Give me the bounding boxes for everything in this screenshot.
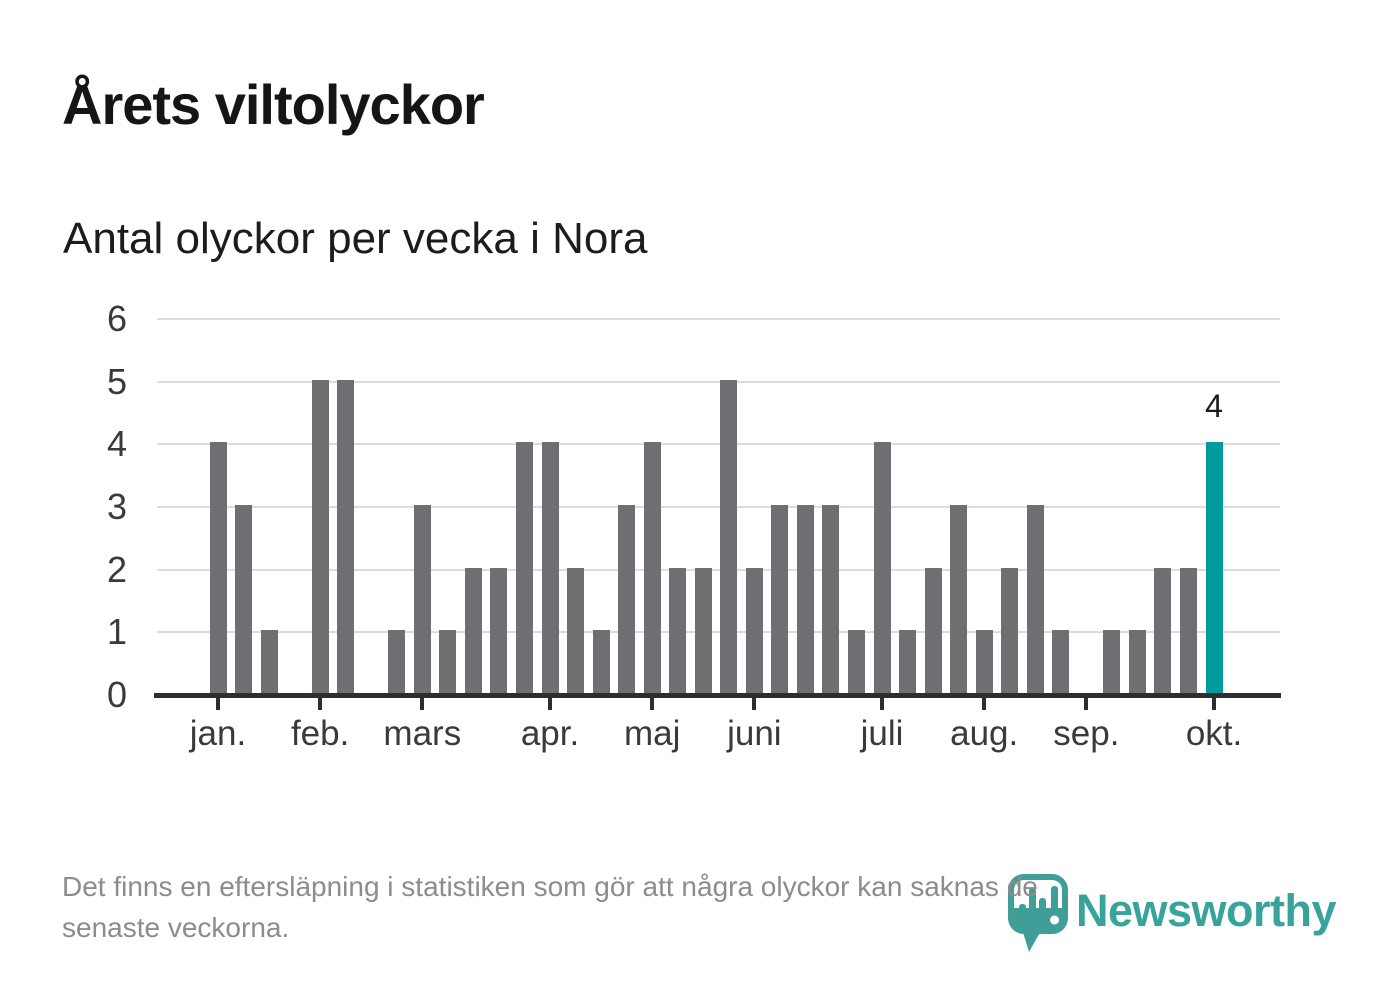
x-tick-juni (752, 698, 757, 710)
footer-note-line-1: Det finns en eftersläpning i statistiken… (62, 871, 1038, 902)
page-title: Årets viltolyckor (62, 73, 485, 136)
newsworthy-logo-icon (1008, 874, 1068, 952)
bar-week-2 (235, 505, 253, 693)
x-tick-apr (548, 698, 553, 710)
chart-subtitle: Antal olyckor per vecka i Nora (63, 214, 648, 263)
bar-week-39 (1180, 567, 1198, 693)
bar-week-5 (311, 379, 329, 693)
bar-week-36 (1103, 630, 1121, 693)
footer-note: Det finns en eftersläpning i statistiken… (62, 866, 1332, 948)
bar-week-33 (1026, 505, 1044, 693)
newsworthy-logo: Newsworthy (1008, 874, 1338, 974)
x-tick-aug (982, 698, 987, 710)
bar-week-20 (694, 567, 712, 693)
bar-week-30 (950, 505, 968, 693)
bar-week-6 (337, 379, 355, 693)
bar-week-22 (745, 567, 763, 693)
bar-week-38 (1154, 567, 1172, 693)
bar-week-9 (413, 505, 431, 693)
y-axis-label-1: 1 (106, 611, 127, 653)
bar-week-32 (1001, 567, 1019, 693)
x-tick-sep (1084, 698, 1089, 710)
bar-week-31 (975, 630, 993, 693)
bar-week-18 (643, 442, 661, 693)
x-axis-label-okt: okt. (1185, 714, 1243, 753)
y-axis-label-2: 2 (106, 548, 127, 590)
bar-week-34 (1052, 630, 1070, 693)
x-axis-label-maj: maj (623, 714, 681, 753)
bar-week-14 (541, 442, 559, 693)
gridline-y-1 (157, 631, 1280, 634)
bar-week-1 (209, 442, 227, 693)
x-axis-label-mars: mars (383, 714, 462, 753)
x-axis-label-juni: juni (727, 714, 782, 753)
gridline-y-2 (157, 568, 1280, 571)
y-axis-label-3: 3 (106, 486, 127, 527)
gridline-y-5 (157, 380, 1280, 383)
y-axis-label-0: 0 (106, 674, 127, 715)
x-tick-jan (216, 698, 220, 710)
bar-week-28 (899, 630, 917, 693)
bar-week-16 (592, 630, 610, 693)
bar-week-15 (567, 567, 585, 693)
bar-week-8 (388, 630, 406, 693)
gridline-y-6 (157, 318, 1280, 320)
x-tick-mars (420, 698, 425, 710)
bar-week-23 (771, 505, 789, 693)
footer-note-line-2: senaste veckorna. (62, 912, 290, 943)
bar-week-26 (848, 630, 865, 693)
bar-week-40-highlight (1205, 442, 1223, 693)
newsworthy-wordmark: Newsworthy (1076, 885, 1337, 936)
highlight-value-label: 4 (1205, 388, 1223, 425)
x-tick-feb (318, 698, 323, 710)
bar-week-17 (618, 505, 636, 693)
bar-week-25 (822, 505, 840, 693)
bar-week-12 (490, 567, 508, 693)
x-axis-label-juli: juli (860, 714, 904, 753)
x-tick-maj (650, 698, 655, 710)
gridline-y-3 (157, 506, 1280, 508)
y-axis-label-6: 6 (106, 298, 127, 339)
y-axis-label-4: 4 (106, 423, 127, 465)
x-tick-juli (880, 698, 885, 710)
bar-week-37 (1128, 630, 1146, 693)
x-axis-label-jan: jan. (189, 714, 247, 753)
bar-week-11 (464, 567, 482, 693)
bar-week-24 (796, 505, 814, 693)
x-axis-label-apr: apr. (520, 714, 580, 753)
bar-week-21 (720, 379, 738, 693)
y-axis-label-5: 5 (106, 360, 127, 402)
bar-week-27 (873, 442, 891, 693)
bar-week-13 (515, 442, 533, 693)
plot-area: 0 1 2 3 4 5 6 jan. feb. mars apr. maj juni juli aug. se… (107, 298, 1281, 753)
x-axis-line (154, 693, 1281, 698)
bar-week-10 (439, 630, 457, 693)
gridline-y-4 (157, 443, 1280, 446)
bar-week-3 (260, 630, 278, 693)
x-axis-label-sep: sep. (1053, 714, 1120, 753)
x-axis-label-feb: feb. (290, 714, 350, 753)
x-tick-okt (1212, 698, 1217, 710)
bar-week-29 (924, 567, 942, 693)
x-axis-label-aug: aug. (950, 714, 1019, 753)
bar-week-19 (669, 567, 687, 693)
